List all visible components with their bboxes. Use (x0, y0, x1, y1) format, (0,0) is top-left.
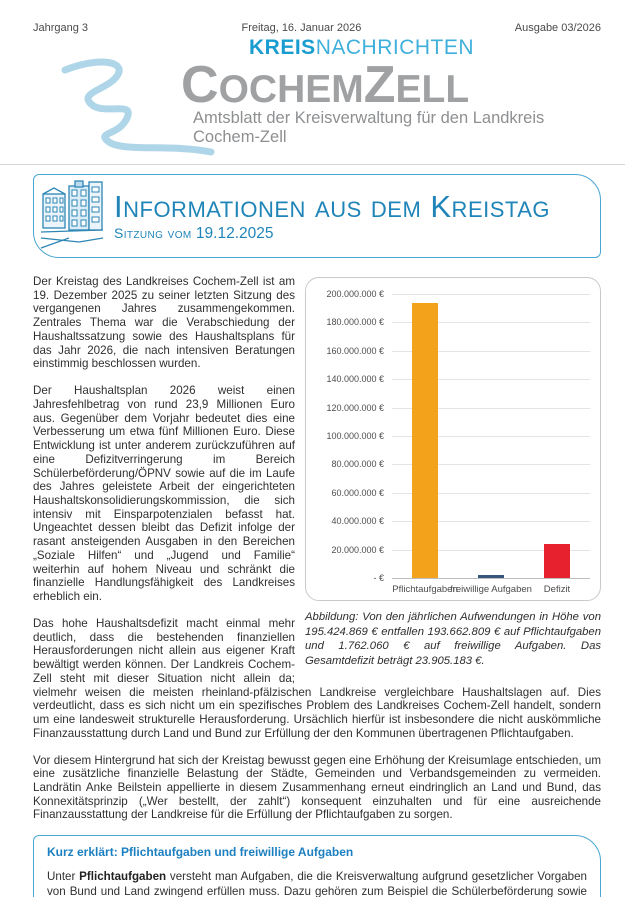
logo-nachrichten: NACHRICHTEN (315, 36, 475, 59)
issue-number: Ausgabe 03/2026 (514, 22, 601, 34)
info-box-title: Kurz erklärt: Pflichtaufgaben und freiwi… (47, 845, 354, 860)
building-illustration (34, 175, 110, 257)
gridline (392, 379, 590, 381)
masthead: KREISNACHRICHTEN COCHEMZELL Amtsblatt de… (33, 36, 601, 158)
y-tick-label: 20.000.000 € (331, 544, 384, 555)
y-tick-label: 100.000.000 € (326, 431, 384, 441)
paragraph-3: Das hohe Haushaltsdefizit macht einmal m… (33, 616, 601, 740)
logo-text: KREISNACHRICHTEN COCHEMZELL Amtsblatt de… (181, 36, 601, 147)
x-axis-line (392, 578, 590, 579)
gridline (392, 350, 590, 352)
y-tick-label: 200.000.000 € (326, 289, 384, 299)
gridline (392, 322, 590, 324)
y-tick-label: 60.000.000 € (331, 487, 384, 498)
volume-label: Jahrgang 3 (33, 22, 89, 34)
article-body: 200.000.000 € 180.000.000 € 160.000.000 € 1… (33, 275, 601, 822)
paragraph-2: Der Haushaltsplan 2026 weist einen Jahre… (33, 384, 295, 604)
masthead-tagline: Amtsblatt der Kreisverwaltung für den La… (193, 108, 545, 146)
x-tick-label: freiwillige Aufgaben (450, 584, 532, 595)
bar-defizit (544, 544, 570, 578)
x-tick-label: Defizit (543, 584, 571, 595)
y-tick-label: 160.000.000 € (326, 345, 384, 356)
paragraph-1: Der Kreistag des Landkreises Cochem-Zell… (33, 275, 295, 371)
figure-caption: Abbildung: Von den jährlichen Aufwendung… (305, 611, 601, 668)
logo-kreis: KREIS (249, 36, 316, 59)
article-title-box: Informationen aus dem Kreistag Sitzung v… (33, 174, 601, 258)
river-squiggle-icon (61, 58, 215, 156)
x-tick-label: Pflichtaufgaben (392, 584, 458, 595)
y-tick-label: 120.000.000 € (326, 402, 384, 413)
title-texts: Informationen aus dem Kreistag Sitzung v… (110, 175, 600, 257)
bar-freiwillige-aufgaben (478, 575, 504, 578)
y-tick-label: 40.000.000 € (331, 516, 384, 527)
paragraph-4: Vor diesem Hintergrund hat sich der Krei… (33, 753, 601, 822)
building-icon (40, 180, 104, 249)
gridline (392, 492, 590, 494)
logo-kreisnachrichten: KREISNACHRICHTEN (249, 36, 601, 60)
gridline (392, 436, 590, 437)
gridline (392, 521, 590, 523)
bar-pflichtaufgaben (412, 303, 438, 578)
gridline (392, 407, 590, 409)
header-divider (0, 164, 625, 165)
term-pflichtaufgaben: Pflichtaufgaben (79, 870, 167, 884)
gridline (392, 549, 590, 551)
y-tick-label: 140.000.000 € (326, 374, 384, 385)
issue-date: Freitag, 16. Januar 2026 (241, 22, 362, 34)
info-box-body: Unter Pflichtaufgaben versteht man Aufga… (47, 870, 587, 897)
y-tick-label: - € (373, 573, 384, 583)
y-tick-label: 80.000.000 € (331, 459, 384, 470)
info-box: Kurz erklärt: Pflichtaufgaben und freiwi… (33, 835, 601, 897)
gridline (392, 464, 590, 466)
article-title: Informationen aus dem Kreistag (114, 188, 550, 224)
y-tick-label: 180.000.000 € (326, 317, 384, 328)
budget-bar-chart: 200.000.000 € 180.000.000 € 160.000.000 € 1… (305, 277, 601, 601)
article-subtitle: Sitzung vom 19.12.2025 (114, 225, 274, 243)
budget-figure: 200.000.000 € 180.000.000 € 160.000.000 € 1… (305, 277, 601, 669)
gridline (392, 294, 590, 295)
issue-meta-row: Jahrgang 3 Freitag, 16. Januar 2026 Ausg… (33, 0, 601, 34)
logo-cochemzell: COCHEMZELL (181, 56, 470, 114)
